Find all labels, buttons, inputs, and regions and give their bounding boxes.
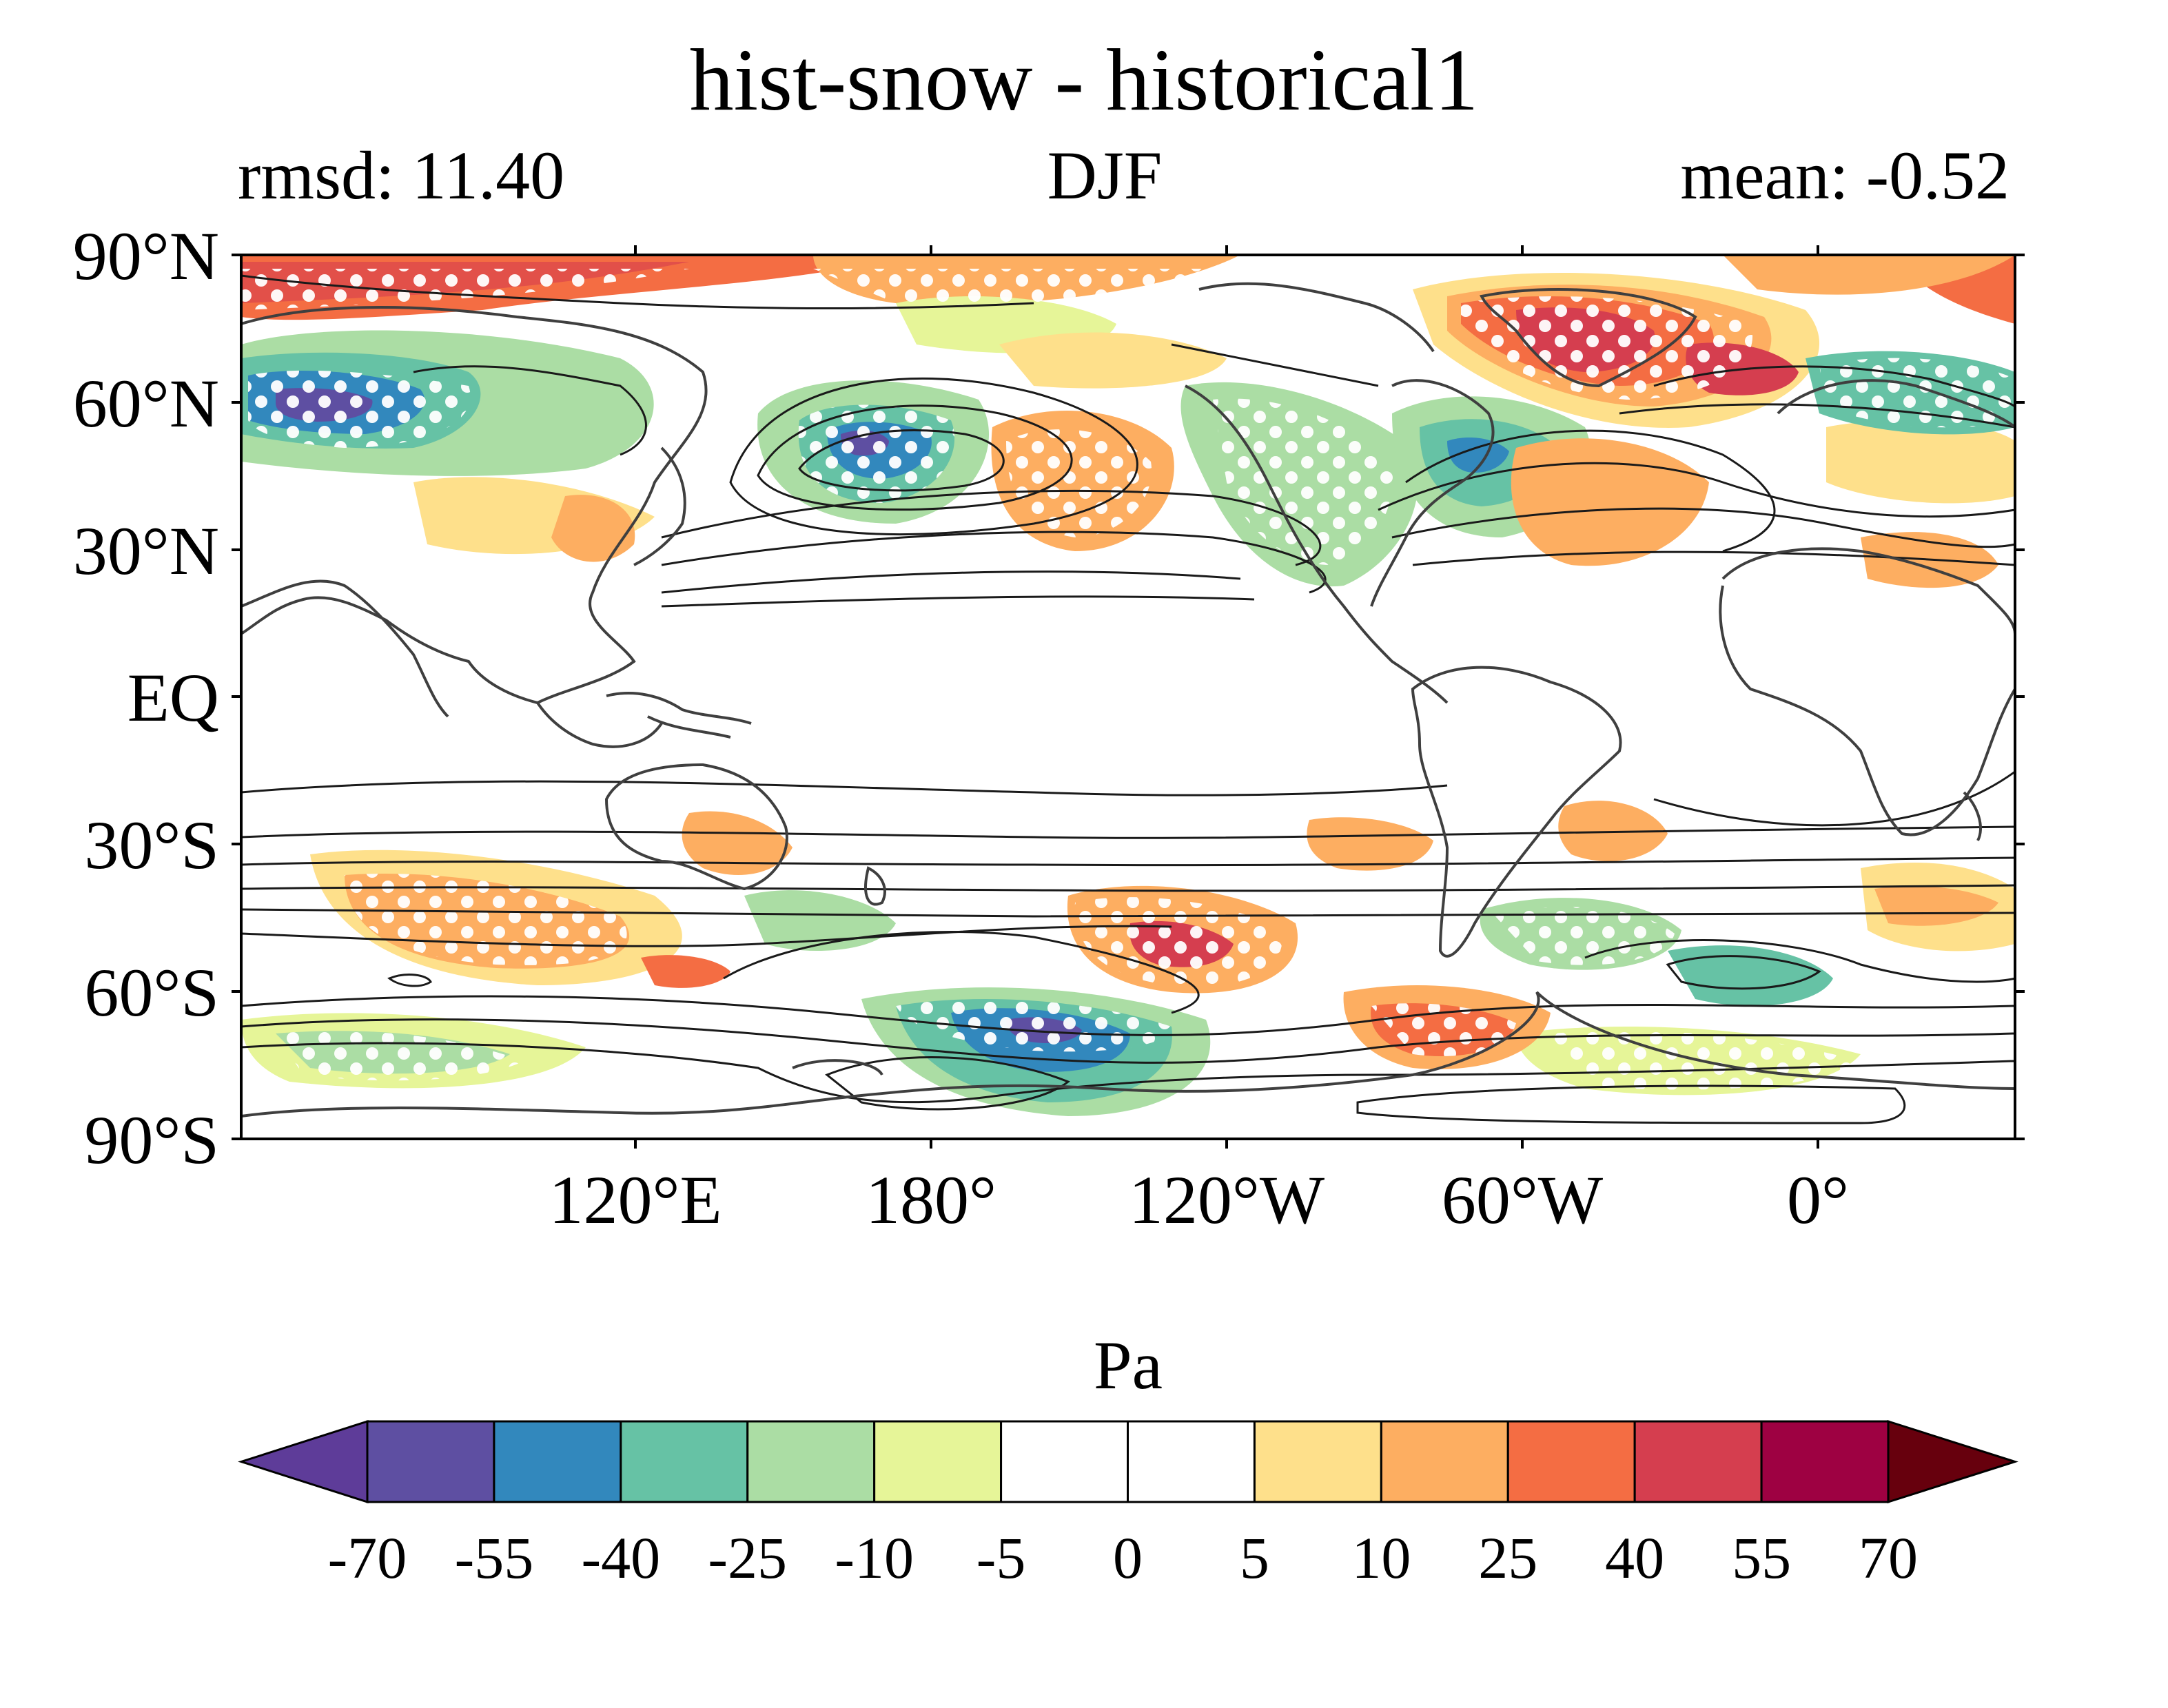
mean-label: mean: -0.52 [1680,137,2010,214]
lon-label-180: 180° [866,1162,996,1238]
colorbar-tick-label: -10 [835,1525,914,1591]
colorbar-tick-label: 25 [1478,1525,1537,1591]
colorbar-tick-labels: -70 -55 -40 -25 -10 -5 0 5 10 25 40 55 70 [328,1525,1918,1591]
colorbar-cell [1506,1420,1636,1503]
longitude-labels: 120°E 180° 120°W 60°W 0° [549,1162,1849,1238]
colorbar-cells [238,1419,2018,1504]
lat-label-60n: 60°N [73,365,219,442]
colorbar-tick-label: 70 [1859,1525,1918,1591]
lat-label-30n: 30°N [73,513,219,589]
colorbar-cell [1633,1420,1763,1503]
colorbar-tick-label: -25 [708,1525,787,1591]
colorbar-cell [493,1420,622,1503]
colorbar-extend-max [1887,1419,2018,1504]
lat-label-eq: EQ [127,659,219,736]
lon-label-120e: 120°E [549,1162,722,1238]
lat-label-90n: 90°N [73,218,219,294]
colorbar-cell [746,1420,876,1503]
colorbar-tick-label: 10 [1351,1525,1411,1591]
colorbar-tick-label: -55 [455,1525,534,1591]
colorbar-cell [1380,1420,1509,1503]
lat-label-30s: 30°S [84,807,219,883]
colorbar-units-label: Pa [1094,1327,1163,1403]
colorbar-tick-label: 40 [1605,1525,1664,1591]
colorbar-tick-label: -5 [976,1525,1026,1591]
colorbar-cell [1127,1420,1256,1503]
map-panel [241,255,2015,1139]
rmsd-label: rmsd: 11.40 [238,137,565,214]
lon-label-0: 0° [1787,1162,1849,1238]
colorbar-tick-label: 55 [1732,1525,1791,1591]
colorbar-cell [1253,1420,1382,1503]
colorbar-cell [873,1420,1003,1503]
colorbar: Pa -70 -55 -40 -25 -10 -5 0 5 10 25 40 55 70 [238,1327,2018,1591]
colorbar-tick-label: -70 [328,1525,407,1591]
latitude-labels: 90°N 60°N 30°N EQ 30°S 60°S 90°S [73,218,219,1178]
lon-label-60w: 60°W [1442,1162,1604,1238]
colorbar-extend-min [238,1419,369,1504]
lat-label-90s: 90°S [84,1102,219,1178]
colorbar-tick-label: 5 [1240,1525,1269,1591]
coastlines [241,282,2015,1118]
lon-label-120w: 120°W [1129,1162,1325,1238]
axis-ticks [232,245,2025,1149]
page-title: hist-snow - historical1 [689,31,1479,129]
colorbar-cell [620,1420,749,1503]
colorbar-cell [1000,1420,1129,1503]
colorbar-tick-label: -40 [582,1525,661,1591]
significance-stippling [241,269,2015,1090]
colorbar-cell [366,1420,495,1503]
climatology-contours [241,274,2015,1124]
lat-label-60s: 60°S [84,954,219,1031]
colorbar-cell [1760,1420,1890,1503]
season-label: DJF [1047,137,1163,214]
colorbar-tick-label: 0 [1113,1525,1143,1591]
